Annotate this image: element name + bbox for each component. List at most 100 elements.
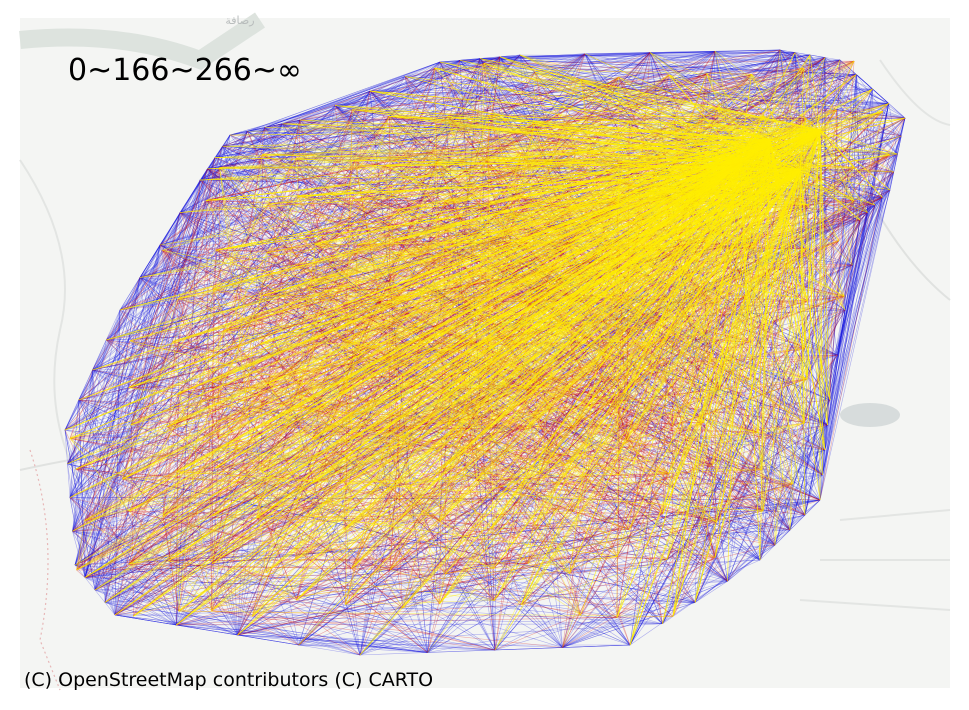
flow-line [176,604,522,626]
flow-line [794,52,821,131]
flow-line [84,515,311,578]
flow-line [139,168,208,278]
flow-line [439,61,876,206]
flow-line [804,212,868,516]
flow-line [222,130,248,147]
flow-line [520,152,713,466]
flow-line [264,76,406,128]
flow-line [296,518,401,601]
flow-line [128,464,566,512]
flow-line [447,116,491,241]
flow-line [402,295,482,609]
flow-line [570,111,883,299]
flow-line [297,393,570,574]
flow-line [342,339,751,380]
flow-line [714,51,801,171]
flow-line [211,610,563,648]
flow-line [799,117,906,171]
flow-line [94,589,663,625]
flow-line [799,169,831,401]
flow-line [212,240,840,383]
flow-line [256,511,574,519]
flow-line [442,169,801,468]
flow-line [176,159,741,472]
flow-line [106,309,846,341]
flow-line [343,73,707,530]
flow-line [562,449,826,648]
flow-line [67,309,121,464]
flow-line [439,61,771,141]
flow-line [714,49,781,52]
flow-line [106,123,283,341]
flow-line [69,438,297,601]
flow-line [222,52,796,147]
flow-line [296,422,805,601]
flow-line [334,58,481,106]
flow-line [199,59,461,181]
flow-line [799,169,806,516]
flow-line [334,52,796,106]
flow-line [837,103,890,356]
flow-line [521,559,667,605]
flow-line [829,117,906,401]
flow-line [69,497,563,648]
flow-line [616,354,838,618]
flow-line [844,212,868,311]
flow-line [357,244,566,466]
flow-line [822,197,883,476]
flow-line [84,157,216,578]
flow-line [265,63,485,573]
flow-line [622,161,704,335]
flow-line [521,378,808,605]
flow-line [533,248,807,526]
flow-line [799,103,889,171]
flow-line [619,249,673,426]
flow-line [706,73,808,301]
flow-line [805,152,809,206]
flow-line [74,564,86,578]
flow-line [822,103,890,476]
flow-line [84,167,220,521]
flow-line [69,162,438,439]
flow-line [385,115,489,166]
flow-line [739,67,805,161]
flow-line [72,530,728,582]
flow-line [72,168,208,532]
flow-line [357,154,660,245]
flow-line [298,525,534,646]
flow-line [67,61,441,464]
flow-line [114,482,341,616]
flow-line [520,74,670,153]
flow-line [621,169,801,300]
flow-line [296,157,760,210]
flow-line [84,290,435,521]
flow-line [262,295,571,299]
flow-line [69,277,141,439]
flow-line [128,529,344,565]
flow-line [72,530,428,653]
flow-line [104,602,428,653]
flow-line [176,624,496,651]
flow-line [69,399,80,498]
flow-line [837,88,873,356]
flow-line [139,52,796,278]
flow-line [523,169,801,389]
flow-line [74,127,266,566]
flow-line [76,520,85,571]
flow-line [168,557,716,562]
flow-line [267,203,669,474]
flow-line [222,331,263,473]
flow-line [139,277,428,653]
flow-line [206,200,400,210]
flow-line [829,212,868,401]
flow-line [178,556,618,612]
flow-line [267,201,491,253]
flow-line [789,449,826,531]
flow-line [562,424,828,648]
flow-line [359,399,831,656]
flow-line [476,473,669,481]
flow-line [131,165,387,426]
flow-line [298,449,826,646]
flow-line [531,303,793,485]
flow-line [628,197,672,530]
